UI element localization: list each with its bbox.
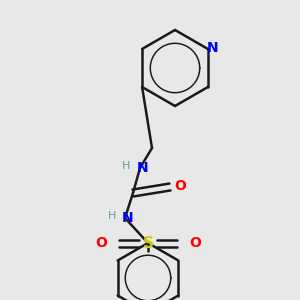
Text: O: O [174,179,186,193]
Text: H: H [108,211,116,221]
Text: O: O [189,236,201,250]
Text: H: H [122,161,130,171]
Text: O: O [95,236,107,250]
Text: N: N [137,161,149,175]
Text: N: N [207,41,219,55]
Text: N: N [122,211,134,225]
Text: S: S [142,236,154,250]
